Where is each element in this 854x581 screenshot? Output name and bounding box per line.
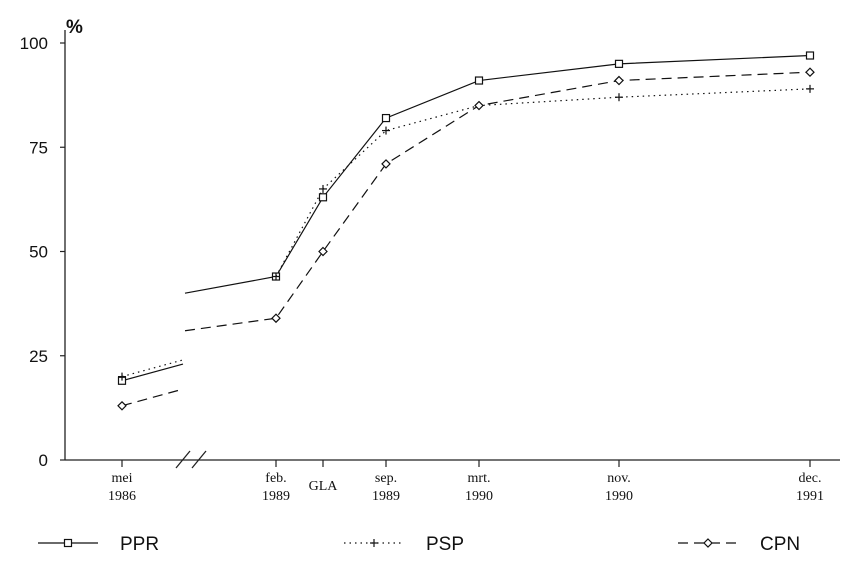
data-point bbox=[703, 538, 713, 548]
x-tick-label-line: 1991 bbox=[796, 489, 824, 504]
x-ticks: mei 1986 feb. 1989 GLA sep. 1989 mrt. 1990 nov. 19… bbox=[108, 460, 824, 504]
data-point bbox=[806, 84, 814, 93]
legend-label: CPN bbox=[760, 534, 800, 555]
series-line bbox=[275, 88, 811, 277]
axis-break-mark bbox=[175, 450, 191, 469]
data-point bbox=[272, 272, 280, 281]
x-tick-label-line: sep. bbox=[375, 471, 397, 486]
x-tick-label-line: mei bbox=[112, 471, 133, 486]
y-tick-label: 25 bbox=[29, 347, 48, 366]
legend: PPR PSP CPN bbox=[38, 534, 800, 555]
x-tick-label-line: nov. bbox=[607, 471, 631, 486]
x-tick-label: GLA bbox=[309, 479, 339, 494]
data-point bbox=[614, 59, 624, 68]
x-tick-label-line: 1989 bbox=[262, 489, 290, 504]
x-tick-label-line: 1986 bbox=[108, 489, 136, 504]
y-ticks: 0 25 50 75 100 bbox=[20, 34, 65, 470]
x-tick-label: dec. 1991 bbox=[796, 471, 824, 504]
data-point bbox=[615, 93, 623, 102]
data-point bbox=[370, 539, 378, 547]
legend-item-psp: PSP bbox=[344, 534, 464, 555]
x-tick-label: mei 1986 bbox=[108, 471, 136, 504]
x-tick-label-line: feb. bbox=[265, 471, 286, 486]
x-tick-label: mrt. 1990 bbox=[465, 471, 493, 504]
x-tick-label-line: dec. bbox=[799, 471, 822, 486]
x-tick-label: nov. 1990 bbox=[605, 471, 633, 504]
data-point bbox=[381, 159, 391, 169]
legend-label: PSP bbox=[426, 534, 464, 555]
y-tick-label: 100 bbox=[20, 34, 48, 53]
data-point bbox=[271, 313, 281, 324]
data-point bbox=[118, 372, 126, 381]
legend-item-ppr: PPR bbox=[38, 534, 159, 555]
series-line-segment bbox=[121, 388, 184, 407]
data-point bbox=[474, 76, 484, 85]
legend-item-cpn: CPN bbox=[678, 534, 800, 555]
y-axis-label: % bbox=[66, 17, 83, 38]
y-tick-label: 0 bbox=[39, 451, 48, 470]
axes bbox=[64, 30, 840, 469]
series-group bbox=[117, 51, 815, 411]
data-point bbox=[63, 538, 73, 548]
series-ppr bbox=[117, 51, 815, 385]
x-tick-label-line: 1990 bbox=[465, 489, 493, 504]
series-cpn bbox=[117, 67, 815, 411]
axis-break-mark bbox=[191, 450, 207, 469]
legend-label: PPR bbox=[120, 534, 159, 555]
data-point bbox=[381, 113, 391, 123]
data-point bbox=[614, 75, 624, 86]
x-tick-label-line: 1990 bbox=[605, 489, 633, 504]
y-tick-label: 50 bbox=[29, 243, 48, 262]
data-point bbox=[319, 184, 327, 193]
data-point bbox=[474, 100, 484, 111]
series-line-segment bbox=[121, 359, 184, 378]
data-point bbox=[318, 246, 328, 257]
x-tick-label-line: 1989 bbox=[372, 489, 400, 504]
x-tick-label-line: mrt. bbox=[468, 471, 491, 486]
x-tick-label: feb. 1989 bbox=[262, 471, 290, 504]
data-point bbox=[117, 400, 127, 411]
series-psp bbox=[118, 84, 814, 381]
y-tick-label: 75 bbox=[29, 138, 48, 157]
data-point bbox=[805, 67, 815, 78]
data-point bbox=[805, 51, 815, 60]
x-tick-label: sep. 1989 bbox=[372, 471, 400, 504]
data-point bbox=[318, 193, 328, 202]
x-tick-label-line: GLA bbox=[309, 479, 339, 494]
series-line bbox=[184, 71, 811, 332]
series-line bbox=[184, 54, 811, 294]
data-point bbox=[382, 126, 390, 135]
series-line-segment bbox=[121, 363, 184, 382]
